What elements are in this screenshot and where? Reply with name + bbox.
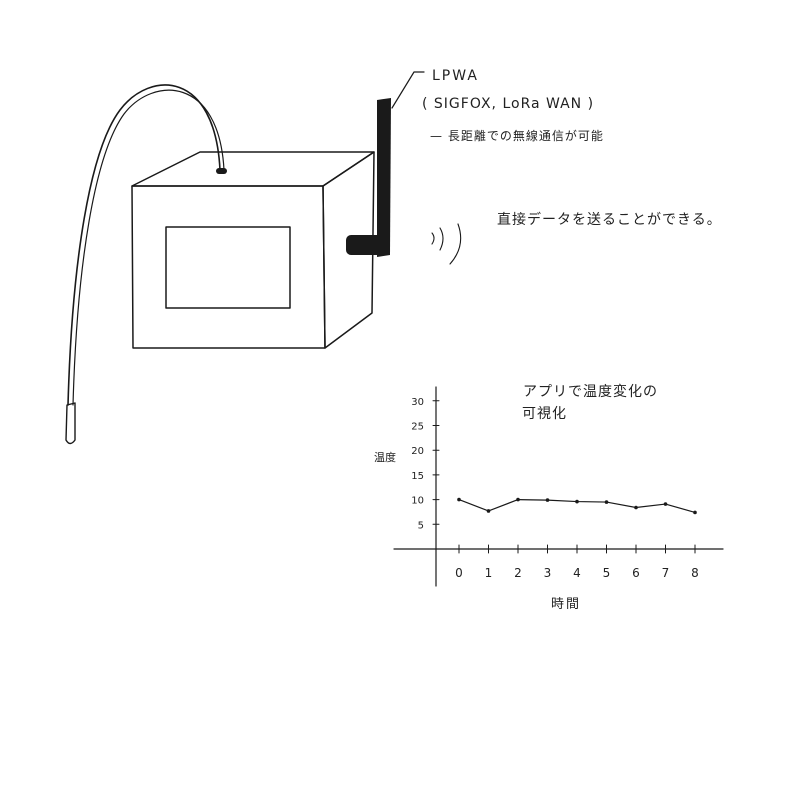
x-tick-label: 7: [662, 566, 670, 580]
x-tick-label: 5: [603, 566, 611, 580]
box-front-face: [131, 185, 326, 349]
y-axis-label: 温度: [374, 450, 396, 464]
lpwa-label: LPWA: [432, 68, 479, 84]
box-side-face: [322, 151, 375, 349]
y-tick-label: 15: [411, 471, 424, 482]
protocols-label: ( SIGFOX, LoRa WAN ): [422, 96, 594, 112]
device-display-screen: [165, 226, 291, 309]
data-point: [516, 497, 520, 502]
y-tick-label: 20: [411, 446, 424, 457]
probe-cable: [67, 84, 221, 406]
data-point: [575, 499, 579, 504]
data-point: [457, 497, 461, 502]
cable-connector: [216, 168, 227, 174]
probe-cable-inner: [72, 89, 225, 406]
x-tick-label: 6: [632, 566, 640, 580]
chart-annotation-line2: 可視化: [522, 406, 567, 422]
radio-wave-icon: [431, 223, 462, 265]
iot-device-box: [131, 151, 375, 349]
data-point: [634, 505, 638, 510]
x-tick-label: 0: [455, 566, 463, 580]
y-tick-label: 10: [411, 496, 424, 507]
probe-tip: [65, 402, 76, 445]
data-point: [693, 510, 697, 515]
x-axis-label: 時間: [551, 597, 581, 612]
y-tick-label: 5: [418, 520, 424, 531]
x-tick-label: 8: [691, 566, 699, 580]
antenna-mount: [346, 235, 390, 255]
box-top-face: [131, 151, 375, 187]
x-tick-label: 1: [485, 566, 493, 580]
antenna: [346, 98, 391, 257]
chart-annotation-line1: アプリで温度変化の: [523, 383, 658, 400]
y-tick-label: 25: [411, 422, 424, 433]
x-tick-label: 4: [573, 566, 581, 580]
long-range-note: — 長距離での無線通信が可能: [430, 128, 604, 143]
x-tick-label: 2: [514, 566, 522, 580]
x-tick-label: 3: [544, 566, 552, 580]
y-tick-label: 30: [411, 397, 424, 408]
direct-send-note: 直接データを送ることができる。: [497, 211, 722, 228]
antenna-mast: [377, 98, 391, 257]
chart-marks: 5 10 15 20 25 30 0 1 2 3 4 5 6 7 8: [411, 397, 699, 580]
data-point: [486, 509, 491, 513]
temperature-chart: アプリで温度変化の 可視化 温度 時間 5 10 15 20 25 30 0 1 2 3 4 5 6 7 8: [374, 383, 724, 612]
data-point: [604, 500, 609, 504]
data-point: [545, 498, 550, 502]
lpwa-leader-line: [391, 71, 425, 109]
data-point: [663, 502, 668, 506]
